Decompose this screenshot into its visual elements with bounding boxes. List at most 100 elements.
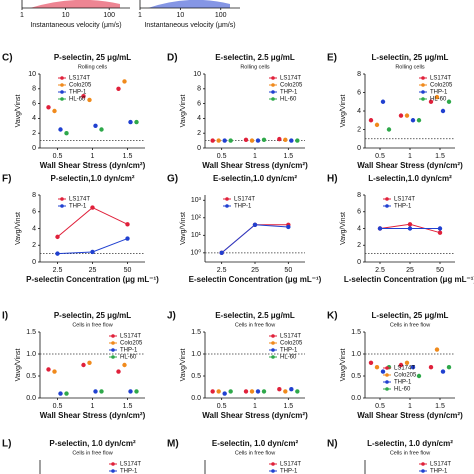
legend-marker <box>111 348 115 352</box>
data-point <box>437 226 443 231</box>
y-tick-label: 6 <box>32 209 36 216</box>
x-tick-label: 2.5 <box>53 267 63 274</box>
legend-label: Colo205 <box>120 341 143 347</box>
series-line <box>221 224 289 254</box>
x-tick-label: 100 <box>215 12 227 19</box>
panel-title: L-selectin, 25 μg/mL <box>372 53 449 62</box>
data-point <box>222 138 227 143</box>
y-tick-label: 10⁰ <box>190 249 201 257</box>
panel-title: E-selectin, 1.0 dyn/cm² <box>212 439 299 448</box>
legend-label: THP-1 <box>69 204 87 210</box>
x-axis-title: Wall Shear Stress (dyn/cm²) <box>202 411 308 420</box>
y-tick-label: 10 <box>28 71 36 78</box>
data-point <box>252 222 258 227</box>
x-tick-label: 1 <box>253 153 257 160</box>
panel-label: K) <box>327 311 338 322</box>
legend-marker <box>225 204 229 208</box>
data-point <box>52 369 57 374</box>
data-point <box>222 391 227 396</box>
x-tick-label: 10 <box>176 12 184 19</box>
legend-marker <box>385 366 389 370</box>
data-point <box>255 138 261 143</box>
legend-label: HL-60 <box>120 355 137 361</box>
data-point <box>219 250 224 256</box>
data-point <box>286 224 291 230</box>
panel-label: J) <box>167 311 176 322</box>
panel-title: P-selectin, 25 μg/mL <box>54 53 131 62</box>
y-tick-label: 4 <box>197 115 201 122</box>
y-tick-label: 4 <box>357 108 361 115</box>
x-tick-label: 1.5 <box>435 403 445 410</box>
legend-label: THP-1 <box>120 469 138 474</box>
data-point <box>407 222 413 227</box>
y-axis-title: Vavg/Vinst <box>340 349 347 382</box>
x-tick-label: 1.5 <box>283 403 293 410</box>
x-tick-label: 1 <box>408 403 412 410</box>
data-point <box>410 365 416 370</box>
data-point <box>81 362 86 368</box>
data-point <box>434 94 440 100</box>
y-tick-label: 4 <box>357 225 361 232</box>
y-tick-label: 0.5 <box>191 373 201 380</box>
y-tick-label: 10 <box>193 71 201 78</box>
legend-marker <box>271 469 275 473</box>
panel-label: F) <box>2 174 11 185</box>
y-tick-label: 0.5 <box>351 373 361 380</box>
y-tick-label: 1.0 <box>26 351 36 358</box>
data-point <box>134 389 139 394</box>
legend-marker <box>60 97 64 101</box>
y-tick-label: 8 <box>32 86 36 93</box>
legend-label: Colo205 <box>394 373 417 379</box>
data-point <box>122 79 127 84</box>
x-tick-label: 0.5 <box>375 403 385 410</box>
data-point <box>249 138 255 143</box>
data-point <box>99 127 104 132</box>
x-tick-label: 1 <box>253 403 257 410</box>
legend-marker <box>111 462 115 466</box>
x-tick-label: 100 <box>103 12 115 19</box>
y-tick-label: 8 <box>197 86 201 93</box>
x-tick-label: 1 <box>91 403 95 410</box>
legend-label: Colo205 <box>430 83 453 89</box>
legend-label: LS174T <box>280 462 301 468</box>
legend-marker <box>60 83 64 87</box>
y-tick-label: 2 <box>357 242 361 249</box>
data-point <box>368 118 374 123</box>
data-point <box>116 86 121 92</box>
legend-marker <box>271 83 275 87</box>
x-tick-label: 1 <box>138 12 142 19</box>
data-point <box>46 367 51 372</box>
x-axis-title: P-selectin Concentration (μg mL⁻¹) <box>26 275 159 284</box>
data-point <box>380 369 386 374</box>
panel-title: E-selectin, 2.5 μg/mL <box>215 53 295 62</box>
panel-subtitle: Rolling cells <box>240 64 270 70</box>
x-tick-label: 0.5 <box>217 153 227 160</box>
data-point <box>122 362 127 368</box>
x-axis-title: Wall Shear Stress (dyn/cm²) <box>357 161 463 170</box>
legend-label: THP-1 <box>430 469 448 474</box>
series-line <box>221 224 289 254</box>
data-point <box>437 230 443 235</box>
x-tick-label: 1 <box>91 153 95 160</box>
data-point <box>93 389 98 394</box>
legend-marker <box>271 341 275 345</box>
panel-label: M) <box>167 439 179 450</box>
panel-label: N) <box>327 439 338 450</box>
data-point <box>368 360 374 365</box>
y-axis-title: Vavg/Vinst <box>180 212 187 245</box>
legend-label: LS174T <box>120 334 141 340</box>
x-tick-label: 25 <box>406 267 414 274</box>
legend-marker <box>271 334 275 338</box>
legend-marker <box>385 380 389 384</box>
legend-label: THP-1 <box>280 348 298 354</box>
panel-title: P-selectin, 25 μg/mL <box>54 311 131 320</box>
legend-marker <box>421 90 425 94</box>
legend-marker <box>60 204 64 208</box>
data-point <box>261 137 267 143</box>
data-point <box>380 99 386 104</box>
data-point <box>440 369 446 374</box>
legend-marker <box>385 204 389 208</box>
data-point <box>416 118 422 123</box>
y-tick-label: 0 <box>357 259 361 266</box>
data-point <box>289 138 294 143</box>
